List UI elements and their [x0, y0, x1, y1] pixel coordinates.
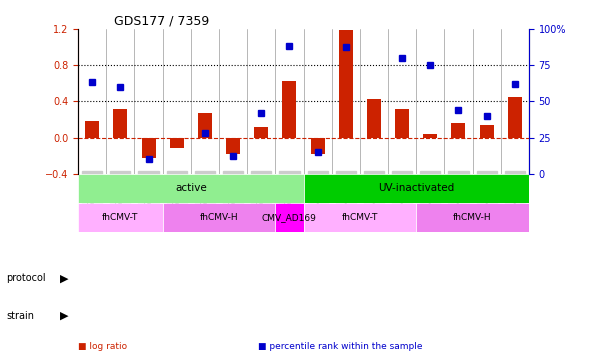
Text: fhCMV-T: fhCMV-T	[341, 213, 378, 222]
Text: UV-inactivated: UV-inactivated	[378, 183, 454, 193]
FancyBboxPatch shape	[163, 203, 275, 232]
Text: active: active	[175, 183, 207, 193]
Bar	[508, 97, 522, 137]
Bar	[451, 123, 466, 137]
Text: strain: strain	[6, 311, 34, 321]
Text: protocol: protocol	[6, 273, 46, 283]
Bar	[311, 137, 325, 154]
Text: fhCMV-H: fhCMV-H	[453, 213, 492, 222]
Bar	[169, 137, 184, 149]
Text: fhCMV-H: fhCMV-H	[200, 213, 239, 222]
FancyBboxPatch shape	[78, 174, 304, 203]
Bar	[141, 137, 156, 157]
FancyBboxPatch shape	[275, 203, 304, 232]
FancyBboxPatch shape	[78, 203, 163, 232]
Bar	[367, 99, 381, 137]
FancyBboxPatch shape	[304, 203, 416, 232]
FancyBboxPatch shape	[304, 174, 529, 203]
Bar	[114, 109, 127, 137]
Bar	[395, 109, 409, 137]
Bar	[339, 30, 353, 137]
Bar	[85, 121, 99, 137]
Text: CMV_AD169: CMV_AD169	[262, 213, 317, 222]
Bar	[198, 113, 212, 137]
Bar	[254, 127, 268, 137]
FancyBboxPatch shape	[416, 203, 529, 232]
Bar	[480, 125, 493, 137]
Text: ▶: ▶	[60, 273, 69, 283]
Text: fhCMV-T: fhCMV-T	[102, 213, 139, 222]
Bar	[226, 137, 240, 154]
Text: ▶: ▶	[60, 311, 69, 321]
Bar	[423, 134, 438, 137]
Text: ■ percentile rank within the sample: ■ percentile rank within the sample	[258, 342, 423, 351]
Bar	[282, 81, 296, 137]
Text: ■ log ratio: ■ log ratio	[78, 342, 127, 351]
Text: GDS177 / 7359: GDS177 / 7359	[114, 14, 209, 27]
